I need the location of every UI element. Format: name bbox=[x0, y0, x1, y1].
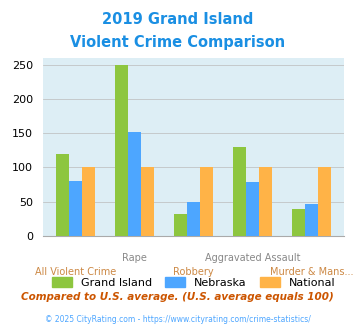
Text: Violent Crime Comparison: Violent Crime Comparison bbox=[70, 35, 285, 50]
Bar bbox=[292, 209, 305, 236]
Bar bbox=[187, 202, 200, 236]
Bar bbox=[305, 204, 318, 236]
Text: Compared to U.S. average. (U.S. average equals 100): Compared to U.S. average. (U.S. average … bbox=[21, 292, 334, 302]
Bar bbox=[246, 182, 259, 236]
Legend: Grand Island, Nebraska, National: Grand Island, Nebraska, National bbox=[47, 273, 340, 292]
Bar bbox=[128, 132, 141, 236]
Text: 2019 Grand Island: 2019 Grand Island bbox=[102, 12, 253, 26]
Bar bbox=[318, 167, 331, 236]
Text: All Violent Crime: All Violent Crime bbox=[34, 267, 116, 277]
Text: Robbery: Robbery bbox=[173, 267, 214, 277]
Text: Murder & Mans...: Murder & Mans... bbox=[270, 267, 354, 277]
Text: Rape: Rape bbox=[122, 253, 147, 263]
Bar bbox=[56, 154, 69, 236]
Bar bbox=[69, 181, 82, 236]
Bar bbox=[259, 167, 272, 236]
Text: Aggravated Assault: Aggravated Assault bbox=[205, 253, 300, 263]
Bar bbox=[141, 167, 154, 236]
Bar bbox=[200, 167, 213, 236]
Bar bbox=[174, 214, 187, 236]
Bar bbox=[233, 147, 246, 236]
Bar bbox=[115, 65, 128, 236]
Text: © 2025 CityRating.com - https://www.cityrating.com/crime-statistics/: © 2025 CityRating.com - https://www.city… bbox=[45, 315, 310, 324]
Bar bbox=[82, 167, 95, 236]
